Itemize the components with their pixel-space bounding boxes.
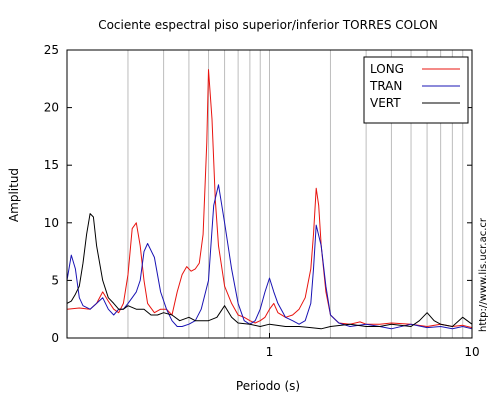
x-axis-label: Periodo (s) <box>236 379 300 393</box>
y-tick-label: 5 <box>51 273 59 287</box>
series-group <box>66 69 473 330</box>
series-line-vert <box>66 213 473 330</box>
legend-box <box>363 56 469 124</box>
y-tick-label: 0 <box>51 331 59 345</box>
chart-title: Cociente espectral piso superior/inferio… <box>98 18 438 32</box>
y-tick-label: 25 <box>44 43 59 57</box>
axes: 0 5 10 15 20 25 1 10 <box>44 43 480 359</box>
y-axis-label: Amplitud <box>7 168 21 222</box>
legend: LONG TRAN VERT <box>363 56 469 124</box>
legend-label-tran: TRAN <box>369 79 402 93</box>
y-tick-label: 10 <box>44 216 59 230</box>
x-tick-label: 10 <box>464 345 479 359</box>
y-tick-label: 20 <box>44 101 59 115</box>
y-tick-label: 15 <box>44 158 59 172</box>
legend-label-long: LONG <box>370 62 404 76</box>
legend-label-vert: VERT <box>370 96 401 110</box>
series-line-long <box>66 69 473 329</box>
x-tick-label: 1 <box>266 345 274 359</box>
credit-url: http://www.lis.ucr.ac.cr <box>478 217 489 332</box>
